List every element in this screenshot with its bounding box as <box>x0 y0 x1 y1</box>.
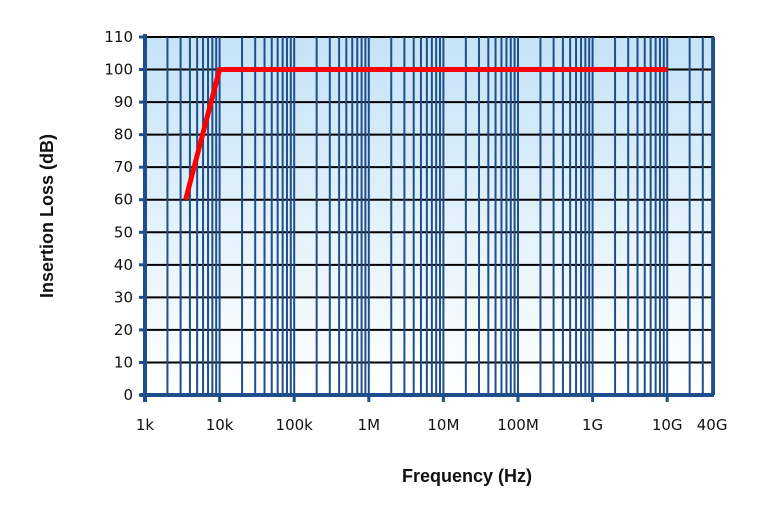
plot-area <box>145 37 714 395</box>
y-tick-label: 30 <box>114 288 133 306</box>
x-tick-label: 100k <box>276 416 314 434</box>
y-tick-label: 100 <box>104 61 133 79</box>
x-tick-labels: 1k 10k 100k 1M 10M 100M 1G 10G 40G <box>136 416 728 434</box>
data-series <box>183 67 668 201</box>
y-tick-label: 40 <box>114 256 133 274</box>
y-tick-label: 60 <box>114 191 133 209</box>
x-tick-label: 10G <box>652 416 683 434</box>
y-tick-label: 50 <box>114 223 133 241</box>
x-axis-title: Frequency (Hz) <box>402 466 532 486</box>
x-tick-label: 40G <box>697 416 728 434</box>
y-axis-title: Insertion Loss (dB) <box>37 134 57 298</box>
x-tick-label: 100M <box>497 416 539 434</box>
x-tick-label: 10k <box>206 416 234 434</box>
y-tick-label: 70 <box>114 158 133 176</box>
y-tick-label: 110 <box>104 28 133 46</box>
y-tick-label: 0 <box>123 386 133 404</box>
x-tick-label: 1M <box>358 416 381 434</box>
x-tick-label: 1k <box>136 416 155 434</box>
axes <box>139 34 715 402</box>
x-tick-label: 1G <box>582 416 603 434</box>
y-tick-label: 90 <box>114 93 133 111</box>
y-tick-label: 10 <box>114 353 133 371</box>
y-tick-label: 80 <box>114 126 133 144</box>
vertical-gridlines <box>166 37 714 395</box>
y-tick-labels: 0 10 20 30 40 50 60 70 80 90 100 110 <box>104 28 133 404</box>
y-tick-label: 20 <box>114 321 133 339</box>
x-tick-label: 10M <box>427 416 459 434</box>
